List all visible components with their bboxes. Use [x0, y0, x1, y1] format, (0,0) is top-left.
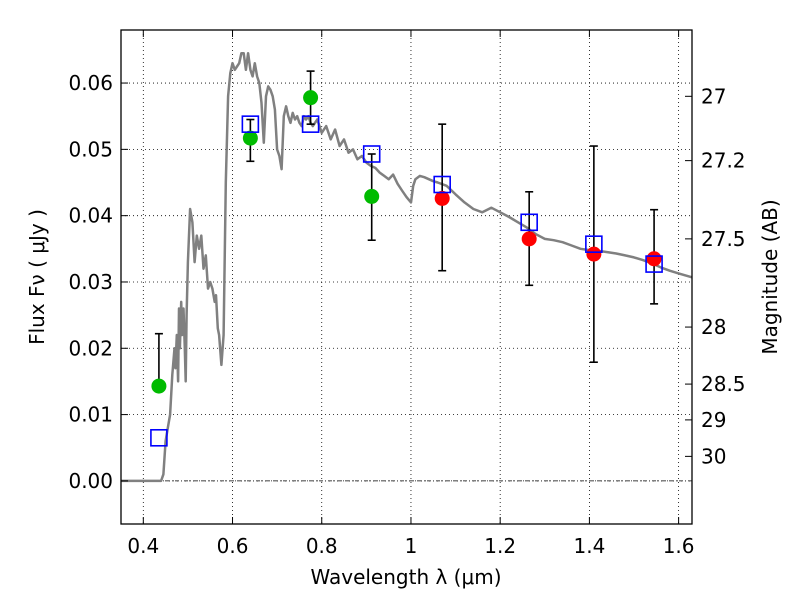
y-tick-label: 0.01: [68, 403, 113, 427]
magnitude-tick-label: 28.5: [701, 372, 746, 396]
observed-flux-point: [303, 90, 319, 106]
x-tick-labels: 0.4 0.6 0.8 1 1.2 1.4 1.6: [127, 534, 694, 558]
model-spectrum: [121, 51, 693, 483]
magnitude-tick-label: 27: [701, 84, 726, 108]
magnitude-tick-label: 27.2: [701, 149, 746, 173]
x-axis-label: Wavelength λ (μm): [310, 565, 501, 589]
magnitude-tick-label: 30: [701, 444, 726, 468]
observed-flux-point: [646, 251, 662, 267]
axis-ticks: [121, 30, 692, 524]
error-bars: [154, 70, 659, 387]
data-points: [151, 90, 662, 394]
magnitude-tick-label: 27.5: [701, 227, 746, 251]
x-tick-label: 1.6: [663, 534, 695, 558]
observed-flux-point: [151, 378, 167, 394]
observed-flux-point: [521, 231, 537, 247]
x-tick-label: 1.2: [484, 534, 516, 558]
model-flux-square: [150, 428, 168, 447]
y-tick-label: 0.04: [68, 204, 113, 228]
y-tick-label: 0.02: [68, 336, 113, 360]
y-tick-label: 0.06: [68, 71, 113, 95]
x-tick-label: 0.8: [306, 534, 338, 558]
y-axis-label: Flux Fν ( μJy ): [25, 209, 49, 345]
y-tick-label: 0.00: [68, 469, 113, 493]
observed-flux-point: [434, 190, 450, 206]
magnitude-tick-labels: 27 27.2 27.5 28 28.5 29 30: [701, 84, 746, 468]
observed-flux-point: [364, 188, 380, 204]
model-flux-square: [362, 145, 381, 163]
x-tick-label: 1.4: [573, 534, 605, 558]
model-flux-square: [585, 235, 603, 253]
model-photometry-points: [150, 115, 663, 447]
observed-flux-point: [242, 130, 258, 146]
magnitude-tick-label: 28: [701, 315, 726, 339]
magnitude-tick-label: 29: [701, 408, 726, 432]
model-flux-square: [520, 213, 538, 232]
x-tick-label: 0.4: [127, 534, 159, 558]
observed-flux-point: [586, 246, 602, 262]
x-tick-label: 0.6: [217, 534, 249, 558]
model-spectrum-line: [121, 51, 693, 483]
model-flux-square: [301, 115, 320, 133]
plot-frame: [120, 29, 693, 525]
right-axis-label: Magnitude (AB): [758, 199, 782, 354]
model-flux-square: [645, 255, 663, 273]
y-tick-label: 0.03: [68, 270, 113, 294]
model-flux-square: [241, 115, 260, 133]
x-tick-label: 1: [405, 534, 418, 558]
model-flux-square: [433, 175, 451, 194]
y-tick-labels: 0.00 0.01 0.02 0.03 0.04 0.05 0.06: [68, 71, 113, 493]
y-tick-label: 0.05: [68, 137, 113, 161]
